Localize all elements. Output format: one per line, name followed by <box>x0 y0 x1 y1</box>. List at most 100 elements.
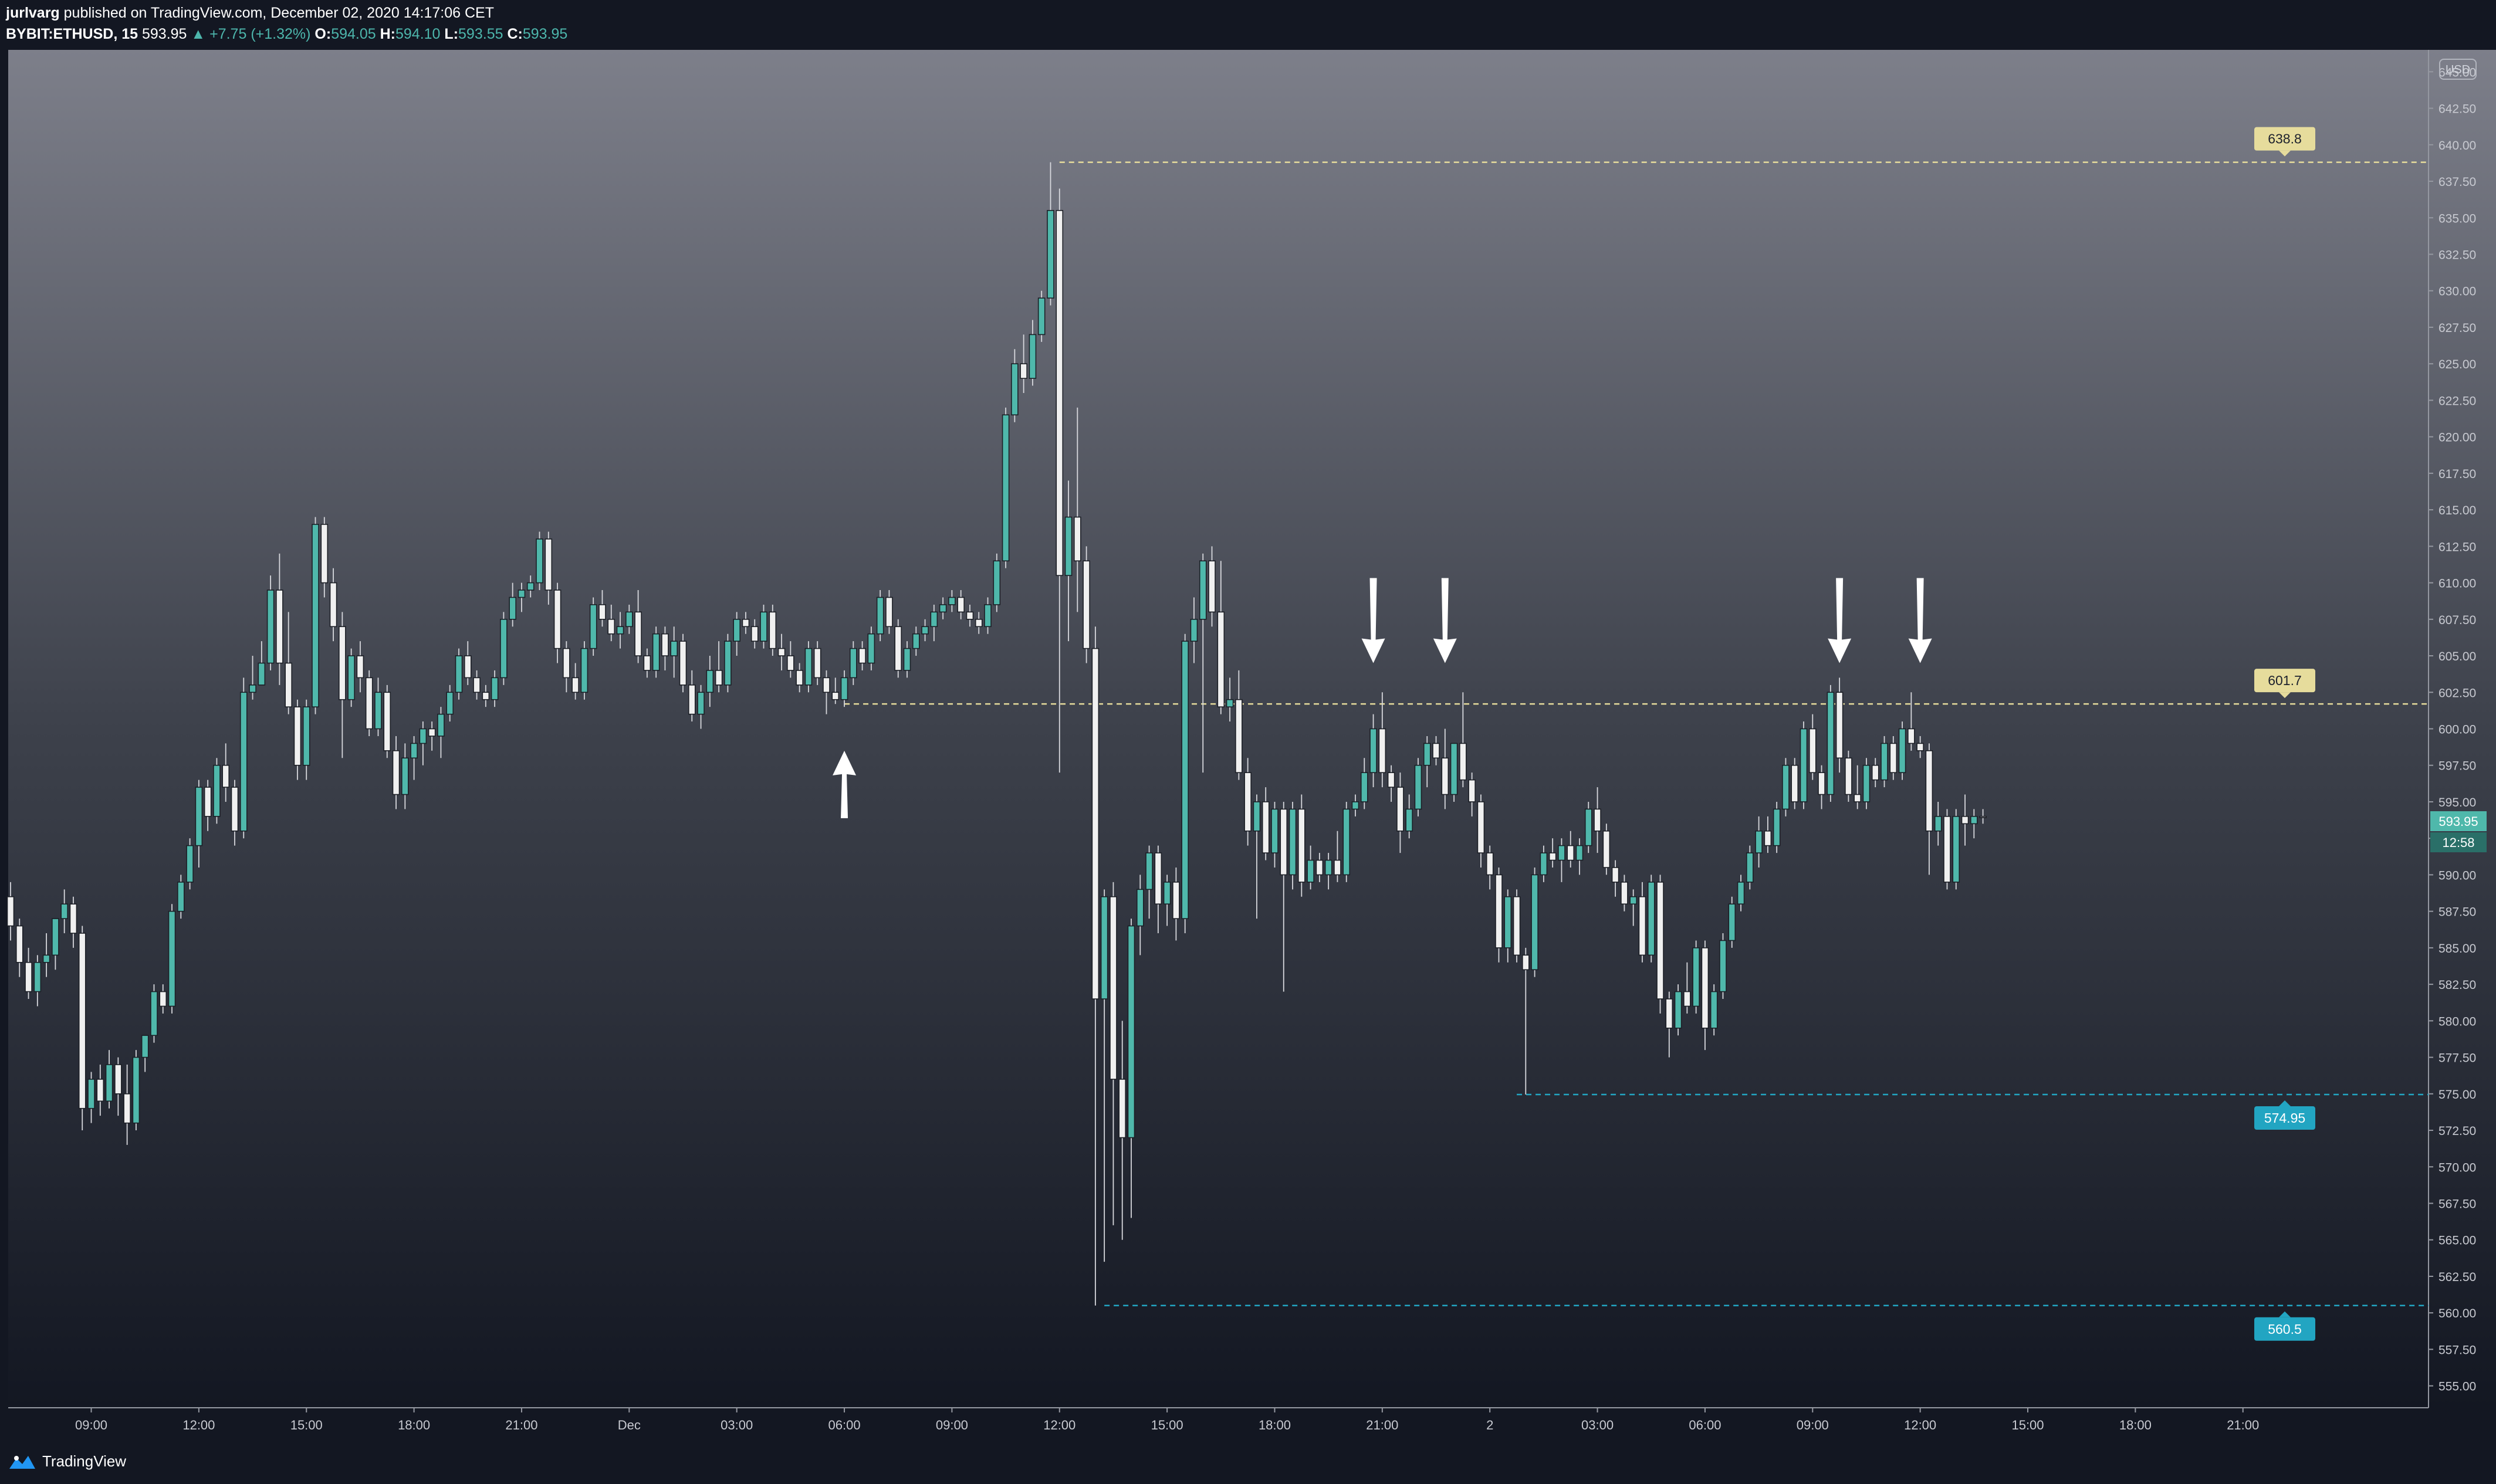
price-tick-label: 555.00 <box>2438 1380 2476 1394</box>
candle-body <box>1773 808 1781 846</box>
high-label: H: <box>380 26 395 42</box>
candle-body <box>87 1079 95 1109</box>
footer: TradingView <box>0 1437 2496 1484</box>
last-price-label: 593.95 <box>2438 814 2478 829</box>
author-name[interactable]: jurlvarg <box>6 5 60 21</box>
candle-body <box>1288 808 1297 876</box>
candle <box>1629 889 1637 926</box>
candle-body <box>679 641 687 686</box>
candle-body <box>1208 560 1216 613</box>
candle <box>1540 845 1548 882</box>
publish-info: published on TradingView.com, December 0… <box>63 5 494 21</box>
candle <box>1226 677 1234 722</box>
candle-body <box>428 728 436 737</box>
candle-body <box>1360 772 1368 802</box>
candle-body <box>177 882 185 912</box>
level-badge[interactable]: 574.95 <box>2254 1100 2315 1130</box>
tradingview-brand[interactable]: TradingView <box>8 1452 126 1471</box>
candle-body <box>760 611 767 642</box>
currency-badge[interactable]: USD <box>2439 59 2477 80</box>
candle-body <box>607 619 615 635</box>
price-tick-label: 567.50 <box>2438 1198 2476 1211</box>
candle <box>69 896 77 948</box>
candle-body <box>1531 874 1538 971</box>
candle <box>374 677 382 736</box>
level-badge-box <box>2254 669 2315 693</box>
low-label: L: <box>444 26 459 42</box>
candle <box>1074 407 1081 612</box>
time-tick-label: 2 <box>1486 1418 1493 1432</box>
candle-body <box>536 538 543 584</box>
level-badge-pointer <box>2279 150 2291 157</box>
candle <box>724 633 732 693</box>
candle <box>60 889 68 933</box>
price-axis-background[interactable] <box>2429 50 2496 1408</box>
time-tick-label: 09:00 <box>1797 1418 1829 1432</box>
candle-body <box>1423 743 1431 766</box>
candle <box>213 758 221 824</box>
candle <box>1288 801 1297 890</box>
level-badge[interactable]: 601.7 <box>2254 669 2315 699</box>
level-badge-box <box>2254 1317 2315 1341</box>
candle <box>813 641 821 685</box>
candle <box>1710 984 1718 1036</box>
price-tick-label: 590.00 <box>2438 869 2476 882</box>
candle <box>42 933 50 977</box>
candle-body <box>114 1064 122 1095</box>
arrow-down-icon <box>1361 578 1385 663</box>
level-badge[interactable]: 638.8 <box>2254 127 2315 157</box>
candle-body <box>105 1064 113 1102</box>
candle <box>1298 794 1306 897</box>
candle <box>670 626 678 678</box>
candle-body <box>1719 940 1727 992</box>
candle-body <box>25 961 32 992</box>
candle <box>1638 882 1646 963</box>
price-tick-label: 577.50 <box>2438 1052 2476 1065</box>
candle-body <box>823 677 830 693</box>
candle-body <box>1835 692 1844 759</box>
candle-body <box>1011 363 1019 416</box>
candle <box>1261 787 1270 860</box>
price-tick-label: 607.50 <box>2438 614 2476 627</box>
candle <box>1477 794 1485 868</box>
price-tick-label: 580.00 <box>2438 1015 2476 1028</box>
candle <box>509 582 516 627</box>
candle <box>571 663 579 700</box>
candle <box>769 604 777 656</box>
time-tick-label: 15:00 <box>2011 1418 2044 1432</box>
candle <box>186 838 194 890</box>
candle-body <box>1083 560 1090 649</box>
candle-body <box>1486 852 1494 876</box>
candle <box>1020 334 1027 393</box>
candle <box>168 904 176 1014</box>
candle <box>1943 809 1951 890</box>
candle-body <box>1342 808 1351 876</box>
candle <box>1172 867 1180 941</box>
time-tick-label: 18:00 <box>398 1418 430 1432</box>
price-chart[interactable]: 555.00 557.50 560.00 562.50 565.00 567.50 570.… <box>0 50 2496 1437</box>
open-label: O: <box>314 26 332 42</box>
level-badge[interactable]: 560.5 <box>2254 1311 2315 1341</box>
candle-body <box>482 692 490 700</box>
candle-body <box>553 589 562 649</box>
candle-body <box>1907 728 1915 744</box>
time-tick-label: 12:00 <box>1043 1418 1075 1432</box>
candle <box>1459 692 1467 788</box>
symbol-legend: BYBIT:ETHUSD, 15 593.95 ▲ +7.75 (+1.32%)… <box>6 26 567 43</box>
time-tick-label: 03:00 <box>1581 1418 1614 1432</box>
candle <box>419 721 427 765</box>
symbol-name[interactable]: BYBIT:ETHUSD, 15 <box>6 26 138 42</box>
candle <box>302 699 310 780</box>
candle <box>285 612 292 714</box>
candle-body <box>831 692 840 700</box>
chart-header: jurlvarg published on TradingView.com, D… <box>0 0 2496 50</box>
candle <box>347 648 355 707</box>
candle-body <box>1584 808 1592 846</box>
price-tick-label: 597.50 <box>2438 760 2476 773</box>
candle <box>276 553 283 685</box>
candle-body <box>1100 896 1108 1000</box>
candle-body <box>1468 779 1476 802</box>
candle-body <box>787 655 794 671</box>
candle <box>750 619 759 649</box>
candle-body <box>1190 619 1198 642</box>
